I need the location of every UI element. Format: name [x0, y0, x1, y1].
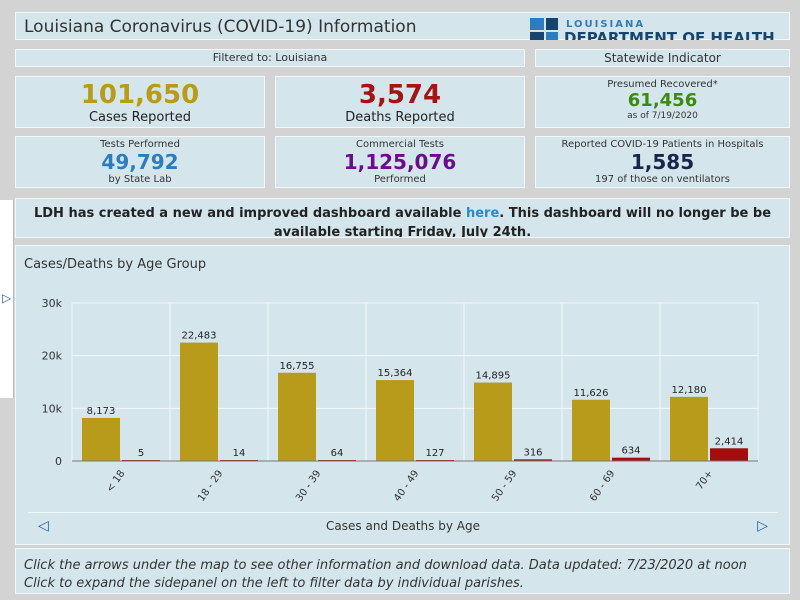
- plot-area: [71, 302, 759, 462]
- x-tick-label: 50 - 59: [490, 468, 519, 503]
- x-tick-label: 40 - 49: [392, 468, 421, 503]
- cases-card: 101,650 Cases Reported: [15, 76, 265, 128]
- tests-value: 49,792: [101, 150, 179, 174]
- dashboard-link[interactable]: here: [465, 206, 500, 221]
- next-chart-icon[interactable]: ▷: [757, 518, 768, 534]
- cases-data-label: 22,483: [182, 331, 217, 342]
- notice-banner: LDH has created a new and improved dashb…: [15, 198, 790, 238]
- hospital-value: 1,585: [630, 150, 695, 174]
- x-tick-label: < 18: [105, 468, 128, 494]
- statewide-label-bar: Statewide Indicator: [535, 49, 790, 67]
- cases-data-label: 14,895: [476, 371, 511, 382]
- deaths-bar: [710, 448, 748, 461]
- recovered-title: Presumed Recovered*: [607, 79, 718, 90]
- info-footer: Click the arrows under the map to see ot…: [15, 548, 790, 594]
- logo-text-top: LOUISIANA: [566, 19, 646, 30]
- deaths-data-label: 2,414: [715, 436, 744, 447]
- hospital-sub: 197 of those on ventilators: [594, 174, 730, 185]
- age-group-bar-chart: 0 10k 20k 30k 8,173 5 < 18 22,483 14 18 - 29 16,75…: [42, 297, 759, 504]
- commercial-title: Commercial Tests: [356, 139, 444, 150]
- chart-panel: Cases/Deaths by Age Group 0 10k 20k 30k 8,17…: [15, 245, 790, 545]
- hospital-title: Reported COVID-19 Patients in Hospitals: [561, 139, 764, 150]
- deaths-label: Deaths Reported: [345, 110, 455, 125]
- cases-bar: [278, 372, 316, 461]
- x-tick-label: 30 - 39: [294, 468, 323, 503]
- deaths-data-label: 316: [523, 447, 542, 458]
- notice-text: LDH has created a new and improved dashb…: [16, 199, 789, 238]
- hospital-card: Reported COVID-19 Patients in Hospitals …: [535, 136, 790, 188]
- deaths-card: 3,574 Deaths Reported: [275, 76, 525, 128]
- chart-footer: ◁ Cases and Deaths by Age ▷: [28, 512, 778, 540]
- cases-bar: [572, 399, 610, 461]
- info-line-1: Click the arrows under the map to see ot…: [24, 558, 747, 573]
- cases-bar: [376, 380, 414, 461]
- chart-footer-label: Cases and Deaths by Age: [326, 519, 480, 533]
- page-title: Louisiana Coronavirus (COVID-19) Informa…: [24, 17, 417, 37]
- x-tick-label: 18 - 29: [196, 468, 225, 503]
- commercial-sub: Performed: [374, 174, 426, 185]
- recovered-sub: as of 7/19/2020: [627, 111, 698, 121]
- deaths-data-label: 14: [233, 448, 246, 459]
- cases-data-label: 11,626: [574, 388, 609, 399]
- filter-label: Filtered to: Louisiana: [212, 51, 328, 64]
- tests-sub: by State Lab: [108, 174, 172, 185]
- x-tick-label: 60 - 69: [588, 468, 617, 503]
- deaths-data-label: 64: [331, 448, 344, 459]
- cases-label: Cases Reported: [88, 110, 192, 125]
- cases-data-label: 12,180: [672, 385, 707, 396]
- recovered-value: 61,456: [627, 90, 698, 111]
- prev-chart-icon[interactable]: ◁: [38, 518, 49, 534]
- y-tick-label: 20k: [42, 350, 63, 363]
- ldh-logo-icon: [530, 18, 558, 40]
- commercial-tests-card: Commercial Tests 1,125,076 Performed: [275, 136, 525, 188]
- ldh-logo: LOUISIANA DEPARTMENT OF HEALTH: [528, 15, 790, 40]
- cases-bar: [474, 382, 512, 461]
- filter-label-bar: Filtered to: Louisiana: [15, 49, 525, 67]
- notice-text-before: LDH has created a new and improved dashb…: [33, 206, 466, 221]
- y-tick-label: 0: [55, 455, 62, 468]
- chart-panel-title: Cases/Deaths by Age Group: [24, 257, 207, 272]
- cases-bar: [180, 342, 218, 461]
- cases-value: 101,650: [80, 80, 200, 110]
- y-tick-label: 10k: [42, 402, 63, 415]
- deaths-bar: [612, 457, 650, 461]
- y-tick-label: 30k: [42, 297, 63, 310]
- sidepanel-toggle[interactable]: ▷: [0, 200, 14, 398]
- recovered-card: Presumed Recovered* 61,456 as of 7/19/20…: [535, 76, 790, 128]
- notice-text-after: . This dashboard will no longer be be av…: [273, 206, 772, 238]
- info-line-2: Click to expand the sidepanel on the lef…: [24, 576, 524, 591]
- title-bar: Louisiana Coronavirus (COVID-19) Informa…: [15, 12, 790, 40]
- cases-data-label: 8,173: [87, 406, 116, 417]
- expand-sidepanel-icon[interactable]: ▷: [2, 291, 12, 305]
- deaths-data-label: 5: [138, 448, 144, 459]
- tests-title: Tests Performed: [100, 139, 180, 150]
- cases-data-label: 15,364: [378, 368, 413, 379]
- deaths-data-label: 127: [425, 448, 444, 459]
- cases-bar: [670, 396, 708, 461]
- tests-card: Tests Performed 49,792 by State Lab: [15, 136, 265, 188]
- x-tick-label: 70+: [694, 468, 715, 492]
- logo-text-bottom: DEPARTMENT OF HEALTH: [564, 29, 775, 40]
- deaths-bar: [514, 459, 552, 461]
- cases-data-label: 16,755: [280, 361, 315, 372]
- statewide-label: Statewide Indicator: [604, 51, 721, 65]
- commercial-value: 1,125,076: [343, 150, 457, 174]
- deaths-value: 3,574: [358, 80, 442, 110]
- cases-bar: [82, 417, 120, 461]
- deaths-data-label: 634: [621, 446, 640, 457]
